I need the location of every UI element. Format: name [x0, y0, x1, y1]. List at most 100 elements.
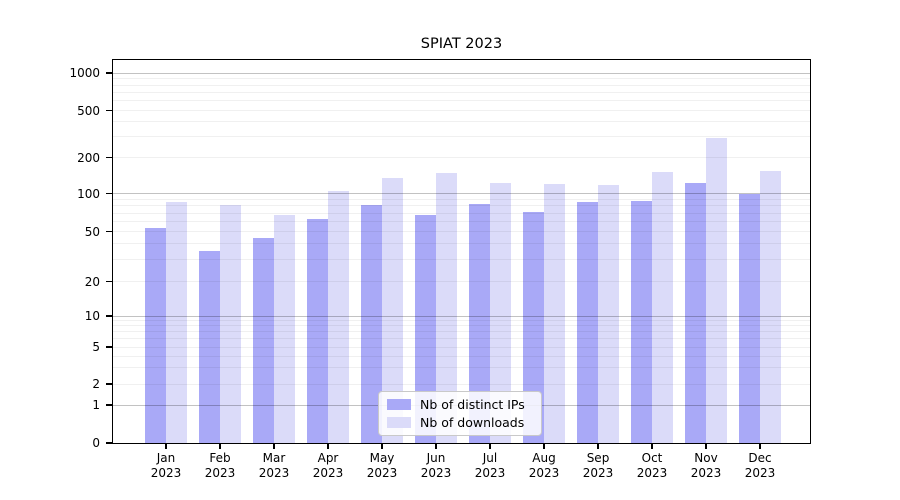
bar-ips-nov [685, 183, 706, 443]
bar-downloads-sep [598, 184, 619, 443]
y-tick-label: 50 [84, 224, 100, 239]
bar-downloads-jan [166, 202, 187, 443]
x-tick-mark [381, 443, 383, 449]
x-tick-mark [327, 443, 329, 449]
bar-downloads-feb [220, 205, 241, 443]
x-tick-label: Feb 2023 [204, 451, 236, 480]
gridline-minor [113, 212, 810, 214]
bar-ips-jul [469, 203, 490, 443]
y-tick-mark [106, 72, 112, 74]
gridline-minor [113, 231, 810, 232]
bar-downloads-dec [760, 170, 781, 443]
legend-swatch-downloads [387, 417, 411, 428]
bar-downloads-nov [706, 137, 727, 443]
y-tick-label: 500 [77, 103, 100, 118]
bar-downloads-apr [328, 191, 349, 443]
y-tick-label: 200 [77, 150, 100, 165]
gridline-minor [113, 258, 810, 260]
gridline-minor [113, 205, 810, 207]
y-tick-label: 20 [84, 274, 100, 289]
x-tick-label: Jul 2023 [474, 451, 506, 480]
x-tick-mark [705, 443, 707, 449]
x-tick-label: Dec 2023 [744, 451, 776, 480]
gridline-major [113, 315, 810, 317]
y-tick-mark [106, 315, 112, 317]
gridline-minor [113, 91, 810, 93]
bar-ips-apr [307, 218, 328, 443]
bar-downloads-aug [544, 184, 565, 443]
legend-swatch-distinct-ips [387, 399, 411, 410]
chart-title: SPIAT 2023 [420, 36, 503, 52]
gridline-minor [113, 78, 810, 80]
gridline-major [113, 72, 810, 74]
gridline-minor [113, 281, 810, 282]
x-tick-mark [543, 443, 545, 449]
gridline-minor [113, 367, 810, 369]
gridline-minor [113, 346, 810, 348]
bar-ips-sep [577, 202, 598, 443]
bar-ips-feb [199, 250, 220, 443]
gridline-minor [113, 383, 810, 385]
gridline-minor [113, 355, 810, 357]
y-tick-mark [106, 383, 112, 385]
x-tick-label: Mar 2023 [258, 451, 290, 480]
gridline-minor [113, 110, 810, 111]
x-tick-label: Sep 2023 [582, 451, 614, 480]
x-tick-mark [273, 443, 275, 449]
bar-downloads-jun [436, 173, 457, 443]
y-tick-label: 1 [92, 398, 100, 412]
bar-ips-dec [739, 194, 760, 443]
gridline-minor [113, 100, 810, 102]
y-tick-label: 2 [92, 377, 100, 391]
y-tick-label: 100 [77, 186, 100, 201]
x-tick-mark [435, 443, 437, 449]
legend: Nb of distinct IPs Nb of downloads [378, 391, 542, 436]
y-tick-label: 10 [84, 309, 100, 323]
x-tick-label: Aug 2023 [528, 451, 560, 480]
x-tick-mark [597, 443, 599, 449]
x-tick-mark [165, 443, 167, 449]
y-tick-mark [106, 346, 112, 348]
gridline-minor [113, 338, 810, 340]
y-tick-mark [106, 442, 112, 444]
x-tick-label: Apr 2023 [312, 451, 344, 480]
gridline-minor [113, 320, 810, 322]
gridline-minor [113, 157, 810, 158]
bar-ips-oct [631, 200, 652, 443]
gridline-minor [113, 325, 810, 327]
x-tick-label: Jan 2023 [150, 451, 182, 480]
gridline-minor [113, 121, 810, 123]
x-tick-mark [489, 443, 491, 449]
legend-item-downloads: Nb of downloads [387, 415, 533, 430]
y-tick-mark [106, 404, 112, 406]
y-tick-mark [106, 109, 112, 112]
bar-downloads-oct [652, 172, 673, 443]
legend-label-downloads: Nb of downloads [420, 415, 525, 430]
x-tick-label: Oct 2023 [636, 451, 668, 480]
y-tick-mark [106, 230, 112, 233]
x-tick-label: Nov 2023 [690, 451, 722, 480]
gridline-minor [113, 84, 810, 86]
gridline-major [113, 193, 810, 194]
y-tick-label: 0 [92, 436, 100, 450]
y-tick-mark [106, 156, 112, 159]
gridline-minor [113, 221, 810, 222]
bar-downloads-jul [490, 183, 511, 443]
bar-ips-aug [523, 211, 544, 443]
y-tick-label: 1000 [69, 66, 100, 80]
bar-ips-jan [145, 228, 166, 443]
gridline-minor [113, 198, 810, 200]
x-tick-mark [651, 443, 653, 449]
gridline-minor [113, 331, 810, 333]
legend-label-distinct-ips: Nb of distinct IPs [420, 397, 525, 412]
bar-downloads-mar [274, 214, 295, 443]
x-tick-mark [219, 443, 221, 449]
bar-downloads-may [382, 177, 403, 443]
x-tick-mark [759, 443, 761, 449]
bar-ips-jun [415, 214, 436, 443]
gridline-minor [113, 243, 810, 245]
y-tick-label: 5 [92, 340, 100, 354]
